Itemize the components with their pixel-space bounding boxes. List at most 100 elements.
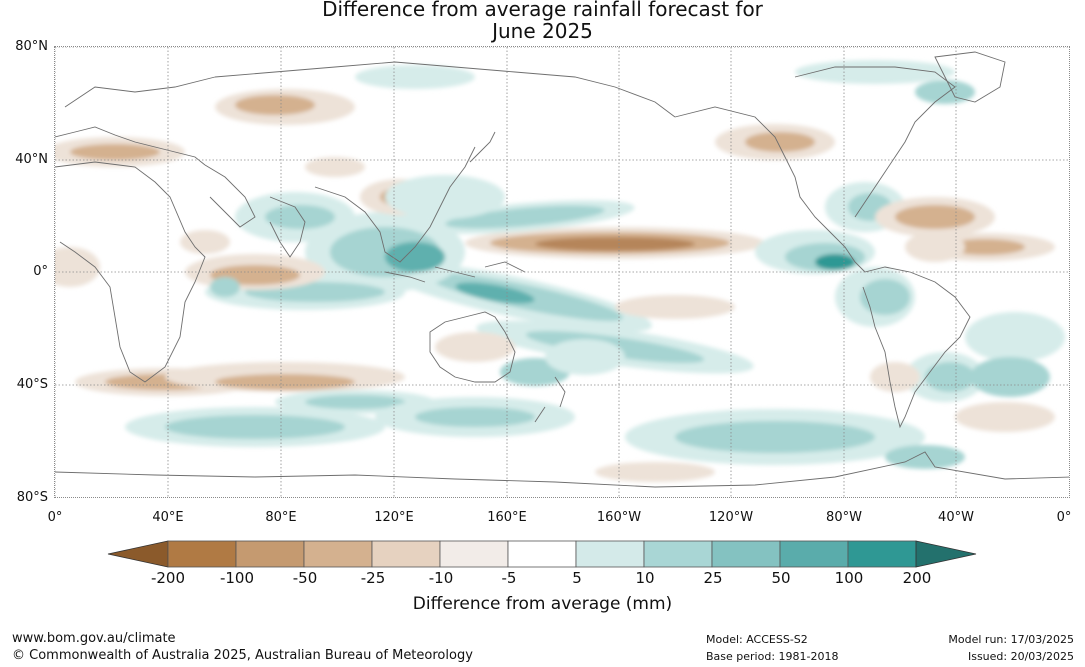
base-period: Base period: 1981-2018 <box>706 650 839 663</box>
anomaly-region <box>870 362 920 392</box>
lon-label-40w: 40°W <box>938 510 974 525</box>
anomaly-region <box>165 415 345 439</box>
anomaly-region <box>915 80 975 104</box>
anomaly-region <box>925 362 975 392</box>
coastline <box>204 164 256 228</box>
lon-label-120e: 120°E <box>374 510 414 525</box>
coastline <box>269 196 306 258</box>
copyright-text: © Commonwealth of Australia 2025, Austra… <box>12 648 473 663</box>
anomaly-region <box>55 247 100 287</box>
colorbar-tick: 100 <box>834 569 864 587</box>
colorbar-tick: -200 <box>150 569 186 587</box>
lon-label-80e: 80°E <box>265 510 297 525</box>
anomaly-region <box>355 65 475 89</box>
colorbar-tick: 50 <box>771 569 791 587</box>
colorbar-extension-low <box>107 540 169 568</box>
anomaly-region <box>745 132 815 152</box>
coastline <box>484 261 526 273</box>
anomaly-region <box>945 239 1025 255</box>
lat-label-80s: 80°S <box>16 490 48 505</box>
anomaly-region <box>415 407 535 427</box>
colorbar-bin <box>167 540 237 568</box>
colorbar-tick: -25 <box>360 569 386 587</box>
anomaly-region <box>895 205 975 229</box>
anomaly-region <box>455 282 535 304</box>
colorbar-tick: -50 <box>292 569 318 587</box>
anomaly-region <box>235 95 315 115</box>
anomaly-region <box>885 445 965 469</box>
colorbar-bin <box>507 540 577 568</box>
anomaly-region <box>860 279 910 315</box>
anomaly-region <box>210 277 240 297</box>
coastline <box>429 311 516 383</box>
colorbar-tick: -5 <box>501 569 517 587</box>
lat-label-equator: 0° <box>33 264 48 279</box>
anomaly-region <box>445 205 605 229</box>
issued-date: Issued: 20/03/2025 <box>967 650 1074 663</box>
anomaly-region <box>215 374 355 390</box>
colorbar-bin <box>779 540 849 568</box>
anomaly-region <box>535 237 695 251</box>
lon-label-120w: 120°W <box>708 510 754 525</box>
coastline <box>384 271 426 283</box>
lon-label-80w: 80°W <box>826 510 862 525</box>
colorbar-bin <box>235 540 305 568</box>
anomaly-region <box>305 395 405 409</box>
colorbar-title: Difference from average (mm) <box>412 594 673 614</box>
coastline <box>55 451 1069 488</box>
anomaly-field <box>55 60 1065 482</box>
anomaly-region <box>965 312 1065 362</box>
anomaly-region <box>265 205 335 229</box>
colorbar-bin <box>303 540 373 568</box>
anomaly-region <box>815 254 855 270</box>
colorbar-bin <box>847 540 917 568</box>
colorbar-bin <box>575 540 645 568</box>
colorbar-tick: -100 <box>219 569 255 587</box>
colorbar-tick: 5 <box>572 569 582 587</box>
coastline <box>64 76 216 108</box>
anomaly-region <box>545 339 625 375</box>
colorbar-bin <box>439 540 509 568</box>
model-run-date: Model run: 17/03/2025 <box>948 633 1074 646</box>
lon-label-160e: 160°E <box>487 510 527 525</box>
coastline <box>534 406 546 423</box>
coastline <box>214 61 676 118</box>
coastlines <box>55 51 1069 488</box>
website-link[interactable]: www.bom.gov.au/climate <box>12 631 176 646</box>
coastline <box>794 66 956 218</box>
map-canvas <box>55 47 1069 497</box>
map-title-line-2: June 2025 <box>492 19 593 43</box>
anomaly-region <box>905 232 965 262</box>
coastline <box>934 51 1006 103</box>
colorbar-tick: 25 <box>703 569 723 587</box>
anomaly-region <box>435 332 515 362</box>
lon-label-0-east: 0° <box>1056 510 1072 525</box>
anomaly-region <box>615 295 735 319</box>
lon-label-40e: 40°E <box>152 510 184 525</box>
coastline <box>674 106 866 273</box>
anomaly-region <box>385 242 445 272</box>
anomaly-region <box>595 462 715 482</box>
colorbar <box>107 540 977 568</box>
colorbar-bin <box>371 540 441 568</box>
anomaly-region <box>305 157 365 177</box>
coastline <box>554 376 566 408</box>
lat-label-80n: 80°N <box>15 39 48 54</box>
coastline <box>55 126 206 166</box>
anomaly-region <box>70 144 160 160</box>
anomaly-region <box>795 60 955 84</box>
coastline <box>469 131 496 163</box>
lon-label-160w: 160°W <box>596 510 642 525</box>
anomaly-region <box>675 421 875 453</box>
rainfall-anomaly-map <box>54 46 1070 498</box>
anomaly-region <box>180 230 230 254</box>
lat-label-40n: 40°N <box>15 152 48 167</box>
anomaly-region <box>970 357 1050 397</box>
colorbar-tick: 200 <box>902 569 932 587</box>
graticule <box>55 47 1069 497</box>
colorbar-bin <box>643 540 713 568</box>
colorbar-tick: -10 <box>428 569 454 587</box>
model-name: Model: ACCESS-S2 <box>706 633 808 646</box>
coastline <box>55 161 206 383</box>
anomaly-region <box>955 402 1055 432</box>
